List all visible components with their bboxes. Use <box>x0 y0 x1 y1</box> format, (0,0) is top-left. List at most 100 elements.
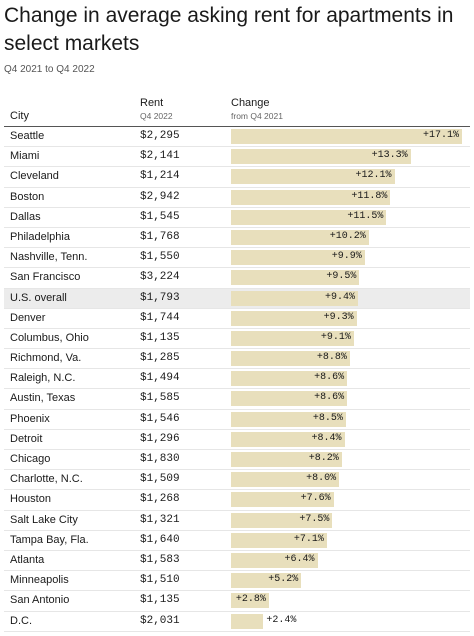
rent-value: $1,585 <box>140 392 180 405</box>
city-label: Philadelphia <box>10 230 70 243</box>
change-label: +9.4% <box>324 291 355 303</box>
table-row: San Francisco $3,224 +9.5% <box>4 268 470 289</box>
table-row: Phoenix $1,546 +8.5% <box>4 410 470 430</box>
table-row: Austin, Texas $1,585 +8.6% <box>4 389 470 410</box>
city-label: U.S. overall <box>10 291 67 304</box>
city-label: San Antonio <box>10 594 70 607</box>
table-row: D.C. $2,031 +2.4% <box>4 612 470 632</box>
rent-value: $1,793 <box>140 291 180 304</box>
table-row: Dallas $1,545 +11.5% <box>4 208 470 228</box>
table-row: Cleveland $1,214 +12.1% <box>4 167 470 188</box>
column-header-rent-label: Rent <box>140 97 164 109</box>
change-label: +2.8% <box>235 594 266 606</box>
city-label: Denver <box>10 311 46 324</box>
change-bar <box>231 613 264 629</box>
column-header-rent: Rent Q4 2022 <box>140 97 173 121</box>
table-row: Tampa Bay, Fla. $1,640 +7.1% <box>4 531 470 551</box>
change-label: +11.5% <box>347 210 384 222</box>
change-label: +13.3% <box>371 150 408 162</box>
table-row: Minneapolis $1,510 +5.2% <box>4 571 470 592</box>
change-label: +7.5% <box>299 513 330 525</box>
change-label: +17.1% <box>423 130 460 141</box>
change-bar <box>231 169 395 185</box>
change-label: +9.5% <box>326 271 357 283</box>
rent-value: $1,268 <box>140 493 180 506</box>
table-row: Denver $1,744 +9.3% <box>4 309 470 329</box>
table-row: Chicago $1,830 +8.2% <box>4 450 470 471</box>
city-label: Phoenix <box>10 412 50 425</box>
change-bar <box>231 209 387 225</box>
table-row: Philadelphia $1,768 +10.2% <box>4 228 470 249</box>
rent-value: $1,830 <box>140 453 180 465</box>
change-bar <box>231 391 348 407</box>
city-label: Austin, Texas <box>10 392 76 405</box>
change-label: +8.6% <box>314 372 345 384</box>
city-label: D.C. <box>10 614 32 627</box>
change-label: +2.4% <box>266 614 297 626</box>
rent-value: $1,744 <box>140 311 180 324</box>
change-label: +12.1% <box>355 170 392 182</box>
change-bar <box>231 532 327 548</box>
rent-value: $1,640 <box>140 533 180 546</box>
city-label: Columbus, Ohio <box>10 331 89 344</box>
change-bar <box>231 129 462 144</box>
rent-value: $1,135 <box>140 331 180 344</box>
rent-value: $1,285 <box>140 352 180 365</box>
rent-value: $1,135 <box>140 594 180 607</box>
change-bar <box>231 290 358 306</box>
change-label: +10.2% <box>329 230 366 242</box>
city-label: Atlanta <box>10 553 45 566</box>
change-label: +11.8% <box>351 190 388 202</box>
change-bar <box>231 552 318 568</box>
header-divider <box>4 126 470 127</box>
city-label: Cleveland <box>10 170 59 183</box>
city-label: Miami <box>10 150 40 163</box>
city-label: Tampa Bay, Fla. <box>10 533 89 546</box>
change-bar <box>231 593 269 609</box>
column-header-rent-sub: Q4 2022 <box>140 111 173 121</box>
change-label: +7.6% <box>300 493 331 505</box>
city-label: Boston <box>10 190 45 203</box>
rent-value: $1,509 <box>140 473 180 486</box>
rent-value: $1,550 <box>140 251 180 264</box>
table-row: Salt Lake City $1,321 +7.5% <box>4 511 470 531</box>
change-label: +8.5% <box>312 412 343 424</box>
city-label: Raleigh, N.C. <box>10 372 76 385</box>
table-row: Nashville, Tenn. $1,550 +9.9% <box>4 248 470 269</box>
change-bar <box>231 573 302 589</box>
change-bar <box>231 250 365 266</box>
change-bar <box>231 472 340 488</box>
column-header-city: City <box>10 110 29 122</box>
table-row: Detroit $1,296 +8.4% <box>4 430 470 450</box>
rent-value: $2,031 <box>140 614 180 627</box>
change-bar <box>231 330 354 346</box>
change-label: +9.3% <box>323 311 354 323</box>
rent-value: $2,295 <box>140 130 180 142</box>
table-row: Raleigh, N.C. $1,494 +8.6% <box>4 369 470 390</box>
chart-title: Change in average asking rent for apartm… <box>4 4 454 55</box>
table-row: San Antonio $1,135 +2.8% <box>4 591 470 612</box>
table-row: Atlanta $1,583 +6.4% <box>4 551 470 572</box>
table-row: Houston $1,268 +7.6% <box>4 490 470 511</box>
change-bar <box>231 452 342 467</box>
change-bar <box>231 229 369 245</box>
change-label: +8.6% <box>314 392 345 404</box>
change-label: +6.4% <box>284 553 315 565</box>
city-label: Houston <box>10 493 51 506</box>
change-label: +8.2% <box>308 453 339 464</box>
rent-value: $1,583 <box>140 553 180 566</box>
change-bar <box>231 351 350 367</box>
change-bar <box>231 189 391 205</box>
city-label: San Francisco <box>10 271 81 284</box>
rent-value: $1,768 <box>140 230 180 243</box>
rent-value: $2,942 <box>140 190 180 203</box>
rent-value: $1,546 <box>140 412 180 425</box>
change-label: +9.9% <box>331 251 362 263</box>
change-bar <box>231 431 345 447</box>
table-row: Miami $2,141 +13.3% <box>4 147 470 168</box>
column-header-change-sub: from Q4 2021 <box>231 111 283 121</box>
city-label: Dallas <box>10 210 41 223</box>
change-label: +5.2% <box>268 574 299 586</box>
change-bar <box>231 371 348 387</box>
rent-value: $1,494 <box>140 372 180 385</box>
